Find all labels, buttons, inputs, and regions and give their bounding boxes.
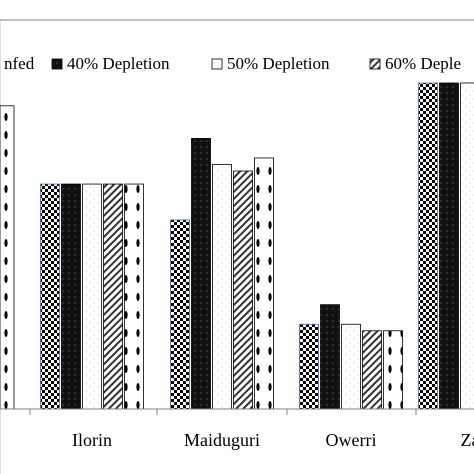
x-tick-labels: Ilorin Maiduguri Owerri Za [72,430,474,450]
bar-ilorin-4 [124,183,144,410]
bar-ilorin-0 [40,183,60,410]
bar-za-1 [439,82,459,410]
bar-za-2 [460,82,474,410]
bar-owerri-4 [383,330,403,410]
legend-label-1: 40% Depletion [67,54,170,73]
bar-ilorin-1 [61,183,81,410]
bars [0,82,474,410]
x-tick-label-za: Za [461,430,474,450]
bar-maiduguri-4 [254,157,274,410]
x-tick-label-maiduguri: Maiduguri [184,430,260,450]
legend-label-3: 60% Deple [385,54,461,73]
bar-ilorin-2 [82,183,102,410]
bar-za-0 [418,82,438,410]
legend-label-0: nfed [4,54,35,73]
bar-maiduguri-1 [191,138,211,410]
legend-label-2: 50% Depletion [227,54,330,73]
bar-owerri-1 [320,304,340,410]
bar-owerri-0 [299,323,319,410]
legend-swatch-3 [369,58,381,70]
bar-owerri-2 [341,323,361,410]
bar-maiduguri-0 [170,219,190,410]
x-ticks [29,409,417,415]
x-tick-label-ilorin: Ilorin [72,430,112,450]
x-tick-label-owerri: Owerri [326,430,377,450]
legend: nfed 40% Depletion 50% Depletion 60% Deple [4,54,461,73]
legend-swatch-2 [211,58,223,70]
bar-maiduguri-2 [212,164,232,410]
bar-owerri-3 [362,330,382,410]
bar-partial-left [0,105,15,410]
bar-maiduguri-3 [233,170,253,410]
legend-swatch-1 [51,58,63,70]
bar-ilorin-3 [103,183,123,410]
